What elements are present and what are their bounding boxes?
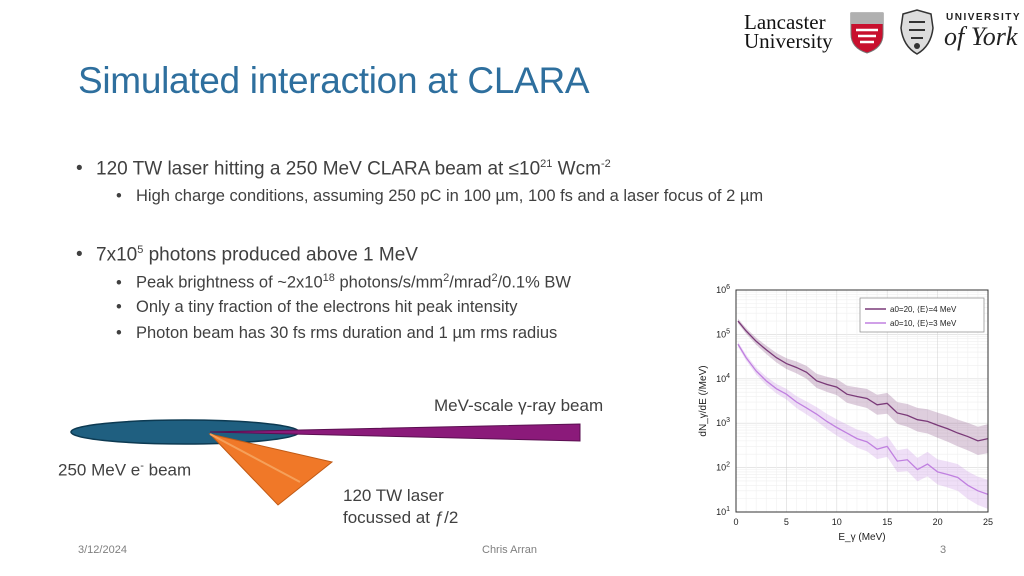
x-tick-label: 5 <box>784 517 789 527</box>
bullet-text: Photon beam has 30 fs rms duration and 1… <box>136 324 558 342</box>
bullet-superscript: 18 <box>322 272 335 284</box>
bullet-dot-icon: • <box>116 187 122 205</box>
bullet-text: Only a tiny fraction of the electrons hi… <box>136 298 518 316</box>
bullet-text: /mrad <box>449 273 492 292</box>
footer-author: Chris Arran <box>482 544 538 556</box>
chart-frame <box>735 289 989 513</box>
legend-entry: a0=20, ⟨E⟩=4 MeV <box>890 305 957 314</box>
bullet-superscript: 2 <box>443 272 450 284</box>
x-tick-label: 15 <box>882 517 892 527</box>
y-tick-label: 103 <box>716 417 730 428</box>
y-tick-label: 106 <box>716 284 730 295</box>
bullet-text: High charge conditions, assuming 250 pC … <box>136 187 764 205</box>
bullet-text: /0.1% BW <box>497 273 571 292</box>
chart-ticks: 0 5 10 15 20 25 101 102 103 104 105 106 <box>716 284 993 527</box>
series-line-1 <box>737 343 989 495</box>
chart-series-lines <box>737 320 989 495</box>
lancaster-logo: Lancaster University <box>744 10 886 60</box>
chart-ylabel: dN_γ/dE (/MeV) <box>698 365 709 436</box>
subbullet-duration: • Photon beam has 30 fs rms duration and … <box>116 324 557 343</box>
footer-page-number: 3 <box>940 544 947 556</box>
y-tick-label: 101 <box>716 506 730 517</box>
bullet-text: 7x10 <box>96 244 138 266</box>
bullet-dot-icon: • <box>76 244 83 266</box>
electron-beam-label-sup: - <box>140 460 144 472</box>
legend-box <box>859 297 985 333</box>
bullet-text: 120 TW laser hitting a 250 MeV CLARA bea… <box>96 158 541 180</box>
interaction-diagram <box>70 419 581 506</box>
bullet-dot-icon: • <box>76 158 83 180</box>
bullet-dot-icon: • <box>116 298 122 316</box>
subbullet-fraction: • Only a tiny fraction of the electrons h… <box>116 298 518 317</box>
lancaster-wordmark-line2: University <box>744 29 833 53</box>
bullet-photons: • 7x105 photons produced above 1 MeV <box>76 244 418 266</box>
bullet-text: photons produced above 1 MeV <box>143 244 418 266</box>
series-line-0 <box>737 320 989 442</box>
laser-label-line2: focussed at ƒ/2 <box>343 508 459 527</box>
electron-beam-label: 250 MeV e- beam <box>58 460 191 481</box>
laser-cone-shape <box>208 433 334 506</box>
electron-beam-label-text: 250 MeV e <box>58 460 141 480</box>
bullet-laser: • 120 TW laser hitting a 250 MeV CLARA be… <box>76 158 611 180</box>
photon-spectrum-chart: 0 5 10 15 20 25 101 102 103 104 105 106 a0=20, ⟨E⟩=… <box>698 284 993 543</box>
laser-label-line1: 120 TW laser <box>343 486 444 505</box>
bullet-superscript: 21 <box>540 158 553 170</box>
chart-uncertainty-bands <box>738 318 988 509</box>
y-tick-label: 104 <box>716 373 730 384</box>
bullet-text: Wcm <box>552 158 601 180</box>
x-tick-label: 0 <box>733 517 738 527</box>
x-tick-label: 10 <box>832 517 842 527</box>
lancaster-wordmark-line1: Lancaster <box>744 10 826 34</box>
subbullet-brightness: • Peak brightness of ~2x1018 photons/s/mm… <box>116 272 571 293</box>
x-tick-label: 20 <box>933 517 943 527</box>
electron-beam-label-text: beam <box>143 460 192 480</box>
subbullet-charge: • High charge conditions, assuming 250 pC… <box>116 187 763 206</box>
york-wordmark-line1: UNIVERSITY <box>946 12 1022 23</box>
series-band-1 <box>738 341 988 509</box>
bullet-dot-icon: • <box>116 273 122 292</box>
slide-title: Simulated interaction at CLARA <box>78 60 590 101</box>
bullet-superscript: 2 <box>491 272 498 284</box>
york-crest-icon <box>900 9 934 55</box>
gamma-beam-shape <box>209 423 581 442</box>
footer-date: 3/12/2024 <box>78 544 127 556</box>
lancaster-shield-icon <box>850 12 884 54</box>
y-tick-label: 102 <box>716 462 730 473</box>
bullet-superscript: 5 <box>137 244 144 256</box>
x-tick-label: 25 <box>983 517 993 527</box>
chart-xlabel: E_γ (MeV) <box>838 532 885 543</box>
chart-legend: a0=20, ⟨E⟩=4 MeV a0=10, ⟨E⟩=3 MeV <box>859 297 985 333</box>
bullet-superscript: -2 <box>600 158 611 170</box>
y-tick-label: 105 <box>716 328 730 339</box>
legend-entry: a0=10, ⟨E⟩=3 MeV <box>890 319 957 328</box>
bullet-text: photons/s/mm <box>334 273 444 292</box>
york-wordmark-line2: of York <box>944 22 1018 51</box>
gamma-beam-label: MeV-scale γ-ray beam <box>434 396 604 415</box>
bullet-text: Peak brightness of ~2x10 <box>136 273 323 292</box>
bullet-dot-icon: • <box>116 324 122 342</box>
